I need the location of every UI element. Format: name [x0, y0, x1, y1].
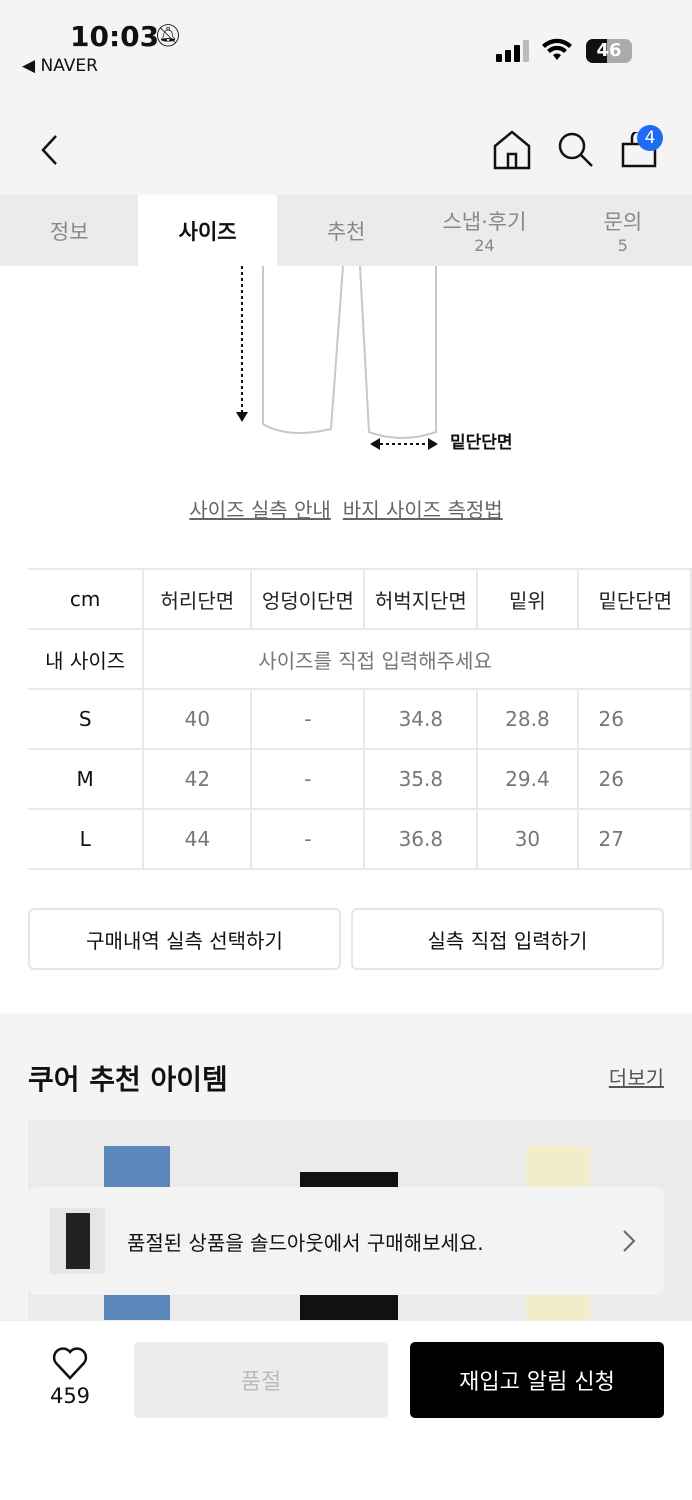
size-table-wrap: cm 허리단면 엉덩이단면 허벅지단면 밑위 밑단단면 내 사이즈 사이즈를 직… — [0, 560, 692, 880]
heart-icon[interactable] — [52, 1346, 88, 1380]
cell: 28.8 — [476, 688, 579, 750]
cell: 34.8 — [363, 688, 479, 750]
toast-text: 품절된 상품을 솔드아웃에서 구매해보세요. — [127, 1230, 484, 1255]
tab-qna[interactable]: 문의 5 — [554, 195, 692, 266]
table-row: M 42-35.8 29.4 26 — [28, 748, 692, 810]
chevron-right-icon — [623, 1230, 636, 1252]
header-cell: 허리단면 — [142, 568, 253, 630]
tab-size[interactable]: 사이즈 — [138, 195, 277, 266]
cell: 30 — [476, 808, 579, 870]
soldout-button: 품절 — [134, 1342, 388, 1418]
cell: 42 — [142, 748, 253, 810]
tab-reviews[interactable]: 스냅·후기 24 — [415, 195, 553, 266]
cell: 26 — [576, 748, 692, 810]
home-icon[interactable] — [492, 130, 532, 170]
battery-level: 46 — [596, 40, 622, 61]
tab-label: 사이즈 — [178, 219, 237, 244]
tab-label: 추천 — [326, 219, 366, 244]
like-count: 459 — [49, 1384, 91, 1408]
tab-label: 정보 — [49, 219, 89, 244]
back-to-naver[interactable]: ◀ NAVER — [22, 56, 98, 76]
diagram-label: 밑단단면 — [450, 433, 513, 453]
soldout-toast[interactable]: 품절된 상품을 솔드아웃에서 구매해보세요. — [28, 1187, 664, 1295]
signal-icon — [496, 40, 529, 62]
cell: 36.8 — [363, 808, 479, 870]
pants-diagram — [236, 266, 438, 450]
recommend-title: 쿠어 추천 아이템 — [28, 1063, 228, 1096]
back-icon[interactable] — [38, 134, 62, 166]
cell: 26 — [576, 688, 692, 750]
more-link[interactable]: 더보기 — [608, 1066, 664, 1090]
restock-alert-button[interactable]: 재입고 알림 신청 — [410, 1342, 664, 1418]
tab-count: 5 — [617, 236, 628, 255]
tab-label: 문의 — [603, 210, 643, 234]
cell: 44 — [142, 808, 253, 870]
purchase-history-button[interactable]: 구매내역 실측 선택하기 — [28, 908, 341, 970]
table-row: S 40-34.8 28.8 26 — [28, 688, 692, 750]
size-label: L — [28, 808, 145, 870]
tab-label: 스냅·후기 — [442, 210, 527, 234]
header-cell: 엉덩이단면 — [250, 568, 366, 630]
status-time: 10:03 — [70, 20, 160, 53]
cell: - — [250, 748, 366, 810]
size-guide-links: 사이즈 실측 안내 바지 사이즈 측정법 — [0, 494, 692, 523]
header-cell: 밑위 — [476, 568, 579, 630]
header-cell: 허벅지단면 — [363, 568, 479, 630]
cell: 35.8 — [363, 748, 479, 810]
cell: - — [250, 688, 366, 750]
header-cell: cm — [28, 568, 145, 630]
back-app-label: NAVER — [40, 56, 98, 76]
search-icon[interactable] — [556, 130, 596, 170]
size-label: S — [28, 688, 145, 750]
my-size-input[interactable]: 사이즈를 직접 입력해주세요 — [142, 628, 692, 690]
top-area — [0, 0, 692, 195]
tab-info[interactable]: 정보 — [0, 195, 138, 266]
pants-measure-method-link[interactable]: 바지 사이즈 측정법 — [342, 498, 503, 522]
cell: 29.4 — [476, 748, 579, 810]
cell: 40 — [142, 688, 253, 750]
size-label: M — [28, 748, 145, 810]
tab-recommend[interactable]: 추천 — [277, 195, 415, 266]
cell: - — [250, 808, 366, 870]
manual-input-button[interactable]: 실측 직접 입력하기 — [351, 908, 664, 970]
toast-thumbnail — [50, 1208, 105, 1274]
table-row: L 44-36.8 30 27 — [28, 808, 692, 870]
size-table: cm 허리단면 엉덩이단면 허벅지단면 밑위 밑단단면 내 사이즈 사이즈를 직… — [28, 568, 692, 870]
tab-bar: 정보 사이즈 추천 스냅·후기 24 문의 5 — [0, 195, 692, 266]
cell: 27 — [576, 808, 692, 870]
size-measure-guide-link[interactable]: 사이즈 실측 안내 — [189, 498, 331, 522]
cart-badge: 4 — [637, 125, 663, 151]
my-size-row: 내 사이즈 사이즈를 직접 입력해주세요 — [28, 628, 692, 690]
header-cell: 밑단단면 — [576, 568, 692, 630]
table-header-row: cm 허리단면 엉덩이단면 허벅지단면 밑위 밑단단면 — [28, 568, 692, 630]
my-size-label: 내 사이즈 — [28, 628, 145, 690]
bell-muted-icon: 🔕︎ — [154, 24, 182, 49]
tab-count: 24 — [474, 236, 495, 255]
wifi-icon — [542, 38, 572, 60]
battery-icon: 46 — [586, 39, 632, 63]
